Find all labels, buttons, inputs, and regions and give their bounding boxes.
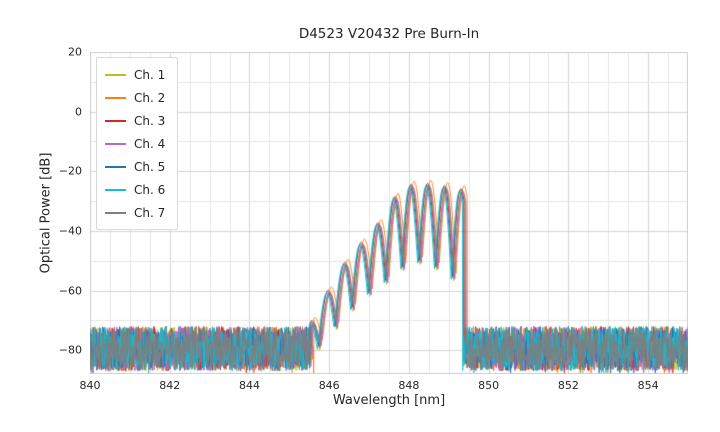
legend-line-swatch: [105, 119, 126, 122]
x-tick-label: 840: [79, 379, 101, 392]
legend-line-swatch: [105, 73, 126, 76]
legend-item-ch-1: Ch. 1: [105, 63, 165, 86]
x-tick-label: 842: [159, 379, 181, 392]
legend: Ch. 1 Ch. 2 Ch. 3 Ch. 4 Ch. 5 Ch. 6 Ch. 7: [96, 57, 179, 230]
legend-label: Ch. 2: [134, 90, 166, 105]
legend-line-swatch: [105, 96, 126, 99]
x-tick-label: 844: [238, 379, 260, 392]
legend-label: Ch. 6: [134, 182, 166, 197]
y-tick-label: 0: [75, 105, 82, 119]
plot-canvas: [90, 52, 688, 374]
legend-line-swatch: [105, 165, 126, 168]
y-tick-label: 20: [68, 45, 82, 59]
legend-label: Ch. 7: [134, 205, 166, 220]
legend-label: Ch. 3: [134, 113, 166, 128]
x-tick-label: 852: [557, 379, 579, 392]
y-tick-label: −40: [58, 224, 82, 238]
legend-label: Ch. 4: [134, 136, 166, 151]
y-tick-label: −60: [58, 284, 82, 298]
x-axis-label: Wavelength [nm]: [332, 393, 446, 408]
legend-label: Ch. 1: [134, 67, 166, 82]
legend-item-ch-2: Ch. 2: [105, 86, 165, 109]
x-tick-label: 854: [637, 379, 659, 392]
legend-item-ch-3: Ch. 3: [105, 109, 165, 132]
legend-item-ch-4: Ch. 4: [105, 132, 165, 155]
x-tick-label: 846: [318, 379, 340, 392]
legend-item-ch-7: Ch. 7: [105, 201, 165, 224]
y-tick-label: −20: [58, 164, 82, 178]
legend-label: Ch. 5: [134, 159, 166, 174]
x-tick-label: 850: [478, 379, 500, 392]
legend-line-swatch: [105, 211, 126, 214]
legend-line-swatch: [105, 142, 126, 145]
chart-title: D4523 V20432 Pre Burn-In: [298, 26, 480, 42]
legend-line-swatch: [105, 188, 126, 191]
y-tick-label: −80: [58, 343, 82, 357]
plot-area: Ch. 1 Ch. 2 Ch. 3 Ch. 4 Ch. 5 Ch. 6 Ch. 7: [90, 52, 688, 374]
x-tick-label: 848: [398, 379, 420, 392]
legend-item-ch-5: Ch. 5: [105, 155, 165, 178]
legend-item-ch-6: Ch. 6: [105, 178, 165, 201]
